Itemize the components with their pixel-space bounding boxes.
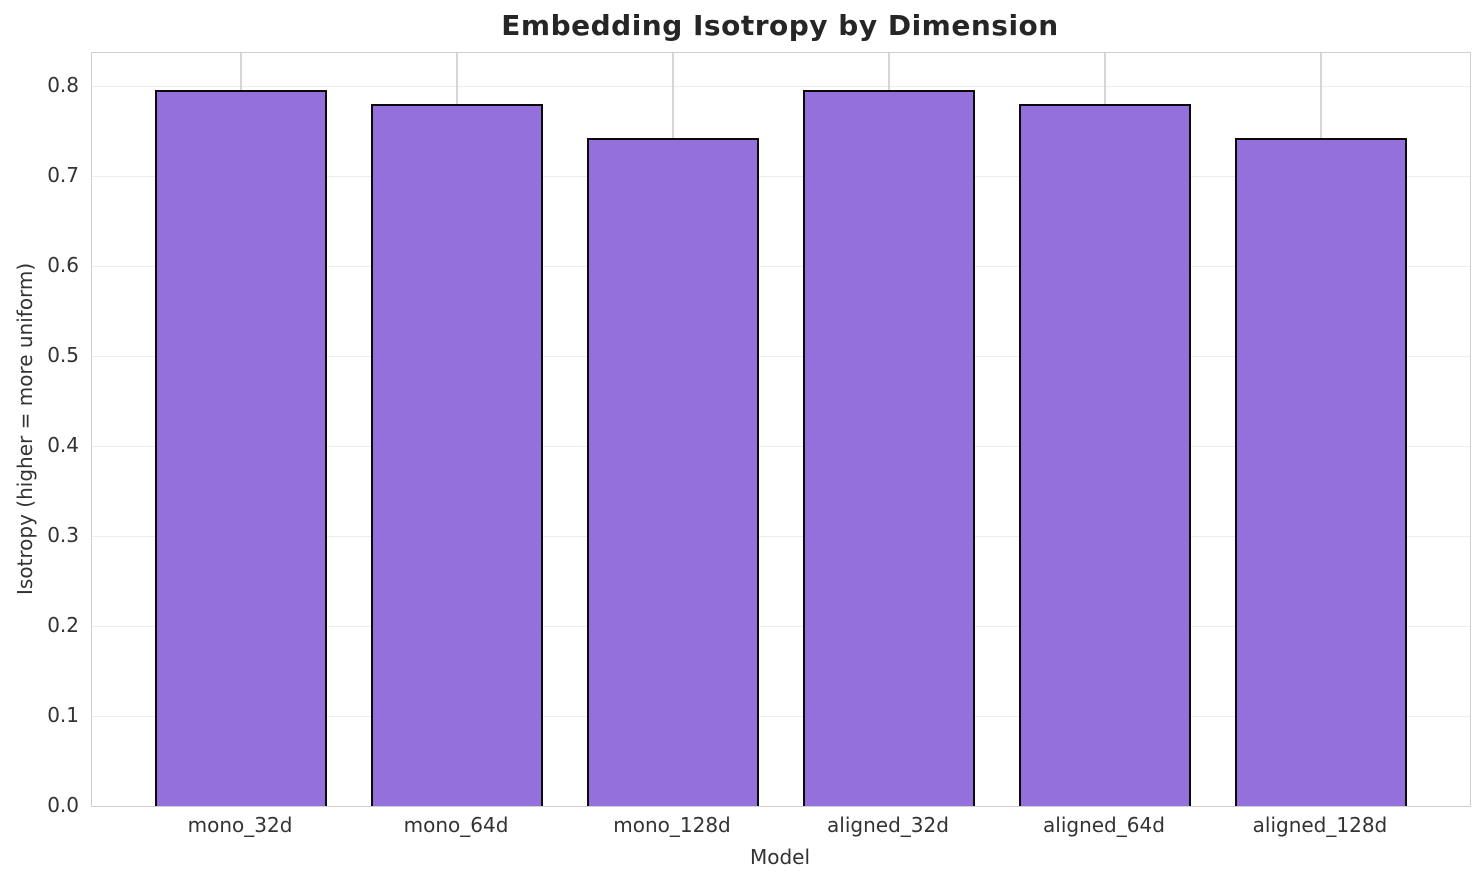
horizontal-gridline bbox=[92, 715, 1470, 718]
horizontal-gridline bbox=[92, 535, 1470, 538]
horizontal-gridline bbox=[92, 625, 1470, 628]
y-tick-label: 0.5 bbox=[47, 343, 79, 368]
horizontal-gridline bbox=[92, 265, 1470, 268]
x-axis-label: Model bbox=[749, 845, 811, 869]
bar-mono_32d bbox=[154, 89, 328, 806]
y-tick-label: 0.1 bbox=[47, 703, 79, 727]
y-tick-label: 0.2 bbox=[47, 613, 79, 637]
bar-aligned_32d bbox=[802, 89, 976, 806]
x-tick-label: aligned_32d bbox=[827, 813, 949, 837]
bar-aligned_64d bbox=[1018, 104, 1192, 806]
horizontal-gridline bbox=[92, 175, 1470, 178]
bar-mono_128d bbox=[586, 138, 760, 806]
plot-area bbox=[91, 52, 1471, 807]
x-tick-label: aligned_128d bbox=[1252, 813, 1388, 837]
horizontal-gridline bbox=[92, 445, 1470, 448]
bar-mono_64d bbox=[370, 104, 544, 806]
bar-aligned_128d bbox=[1234, 138, 1408, 806]
x-tick-label: mono_128d bbox=[613, 813, 731, 837]
horizontal-gridline bbox=[92, 85, 1470, 88]
horizontal-gridline bbox=[92, 355, 1470, 358]
y-tick-label: 0.8 bbox=[47, 73, 79, 98]
y-tick-label: 0.6 bbox=[47, 253, 79, 278]
x-tick-label: mono_64d bbox=[403, 813, 509, 837]
x-tick-label: aligned_64d bbox=[1043, 813, 1165, 837]
y-tick-label: 0.4 bbox=[47, 433, 79, 457]
y-tick-label: 0.7 bbox=[47, 163, 79, 188]
x-tick-label: mono_32d bbox=[187, 813, 293, 837]
y-tick-label: 0.3 bbox=[47, 523, 79, 547]
chart-title: Embedding Isotropy by Dimension bbox=[501, 9, 1059, 42]
y-tick-label: 0.0 bbox=[47, 793, 79, 817]
